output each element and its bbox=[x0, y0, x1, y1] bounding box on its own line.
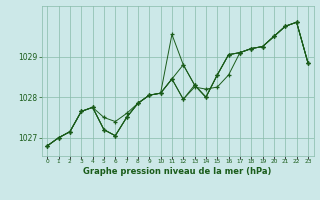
X-axis label: Graphe pression niveau de la mer (hPa): Graphe pression niveau de la mer (hPa) bbox=[84, 167, 272, 176]
